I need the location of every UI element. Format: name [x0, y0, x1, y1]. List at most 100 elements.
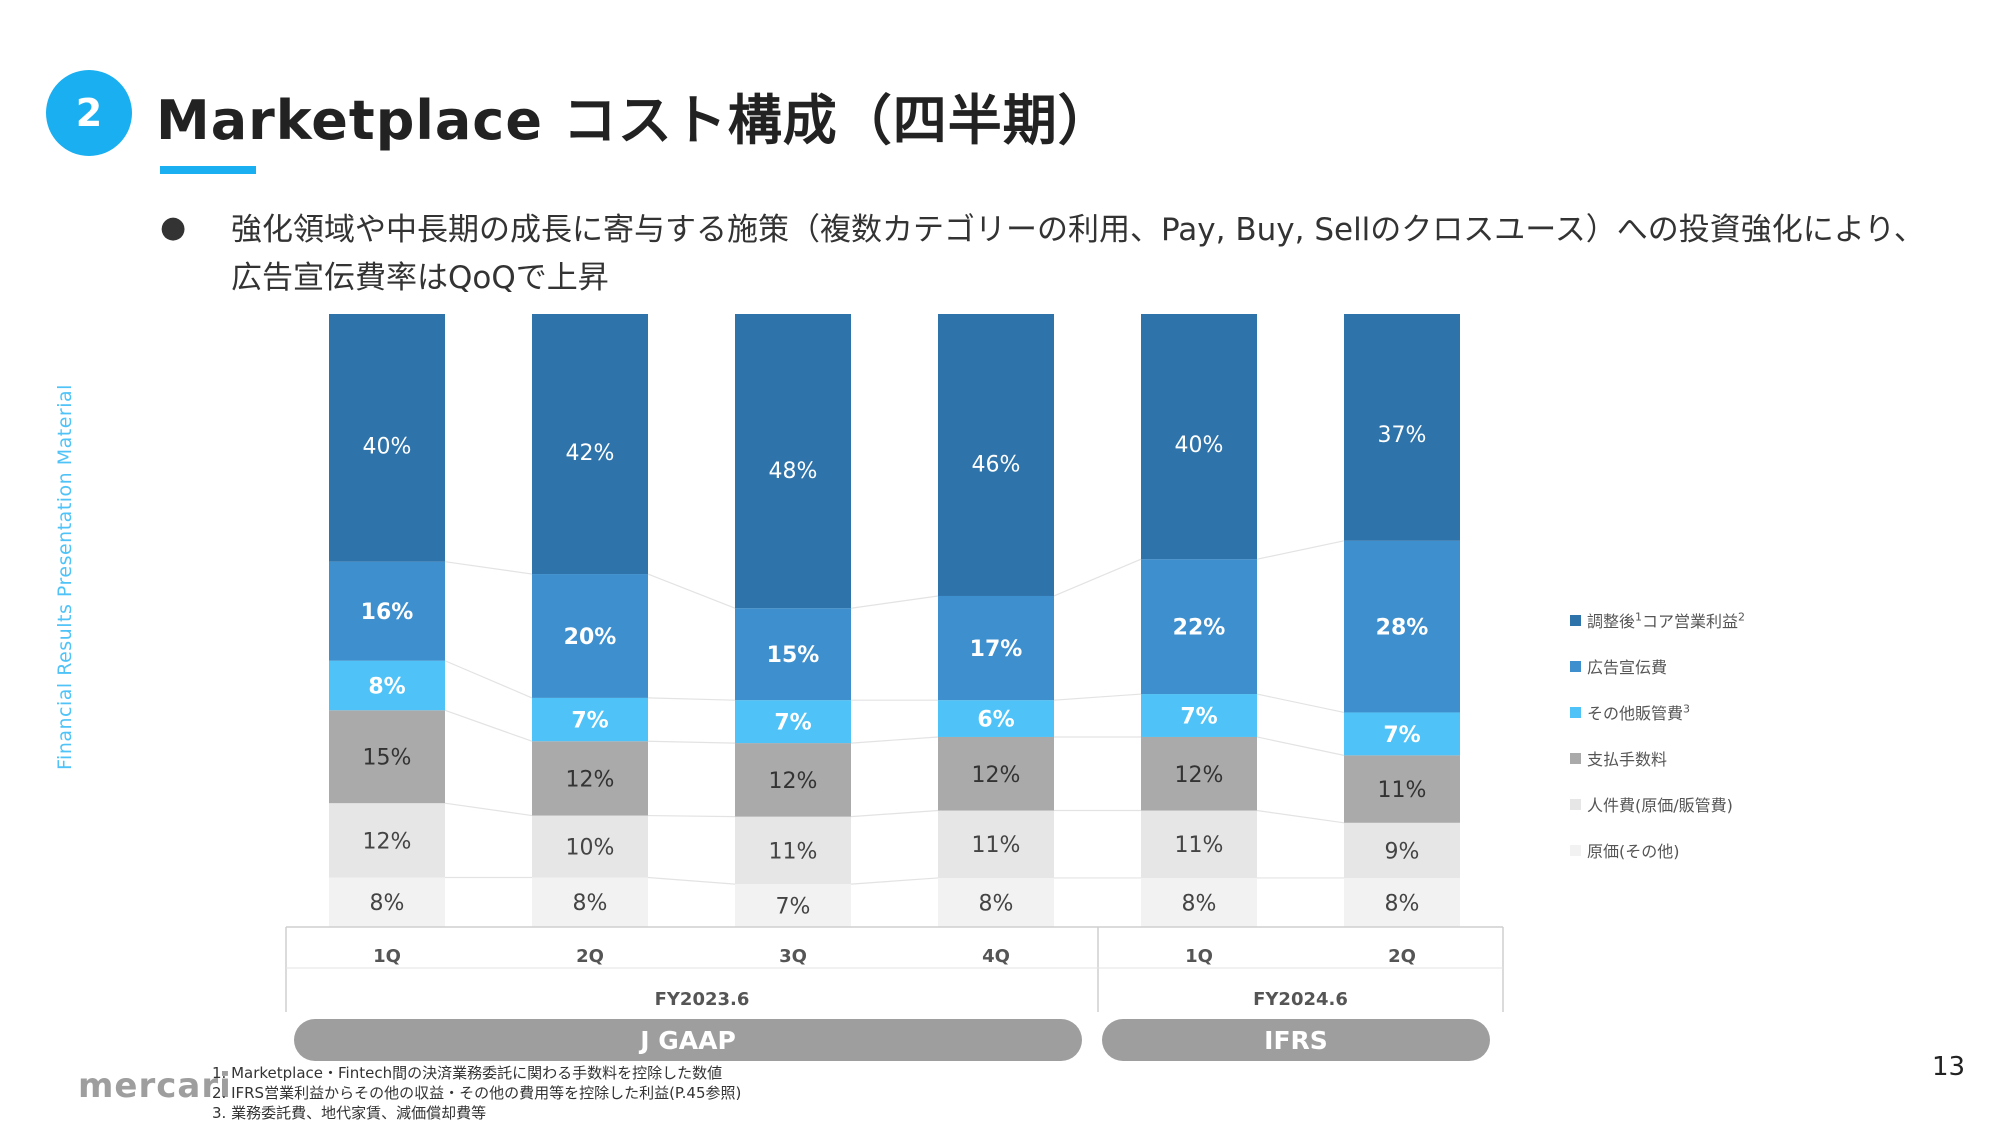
bar-segment [329, 561, 445, 661]
data-label: 11% [972, 833, 1021, 858]
data-label: 7% [774, 711, 811, 736]
legend-label-text: 人件費(原価/販管費) [1587, 796, 1733, 815]
legend-item: 広告宣伝費 [1570, 643, 1990, 689]
data-label: 7% [571, 709, 608, 734]
bar-segment [1344, 712, 1460, 756]
bar-segment [532, 314, 648, 575]
data-label: 6% [977, 708, 1014, 733]
bar-segment [938, 595, 1054, 701]
data-label: 8% [573, 891, 608, 916]
data-label: 22% [1173, 616, 1226, 641]
chart-legend: 調整後1コア営業利益2 広告宣伝費その他販管費3 支払手数料人件費(原価/販管費) 原… [1570, 597, 1990, 873]
bar-segment [329, 877, 445, 927]
bar-segment [1141, 559, 1257, 695]
legend-item: 人件費(原価/販管費) [1570, 781, 1990, 827]
connector-line [444, 660, 533, 699]
legend-label-text: 原価(その他) [1587, 842, 1680, 861]
bar-segment [938, 736, 1054, 811]
bar-segment [329, 710, 445, 804]
bar-segment [1344, 877, 1460, 927]
connector-line [850, 595, 939, 609]
x-tick-label: 4Q [982, 946, 1010, 967]
x-tick-label: 1Q [373, 946, 401, 967]
bar-segment [938, 877, 1054, 927]
connector-line [1256, 809, 1345, 824]
footnote-1: 1. Marketplace・Fintech間の決済業務委託に関わる手数料を控除… [212, 1064, 723, 1082]
bar-segment [735, 608, 851, 701]
legend-label-text: 支払手数料 [1587, 750, 1668, 769]
connector-line [1256, 540, 1345, 560]
footnote-2: 2. IFRS営業利益からその他の収益・その他の費用等を控除した利益(P.45参… [212, 1084, 742, 1102]
connector-line [850, 736, 939, 744]
data-label: 11% [1175, 833, 1224, 858]
connector-line [647, 740, 736, 744]
footnote-3: 3. 業務委託費、地代家賃、減価償却費等 [212, 1104, 487, 1122]
legend-label-text: コア営業利益 [1642, 612, 1739, 631]
legend-footnote-ref: 2 [1738, 610, 1746, 624]
bar-segment [735, 816, 851, 885]
legend-item: その他販管費3 [1570, 689, 1990, 735]
data-label: 40% [363, 434, 412, 459]
connector-line [850, 809, 939, 818]
data-label: 7% [1180, 705, 1217, 730]
legend-label-text: 広告宣伝費 [1587, 658, 1668, 677]
x-tick-label: 1Q [1185, 946, 1213, 967]
data-label: 9% [1385, 839, 1420, 864]
legend-label-text: その他販管費 [1587, 704, 1684, 723]
legend-swatch [1570, 706, 1581, 718]
connector-line [1053, 693, 1142, 701]
data-label: 8% [368, 675, 405, 700]
bar-segment [329, 660, 445, 711]
legend-footnote-ref: 1 [1635, 610, 1643, 624]
bar-segment [532, 741, 648, 816]
legend-label: 人件費(原価/販管費) [1587, 792, 1733, 816]
legend-label: 調整後1コア営業利益2 [1587, 608, 1745, 632]
legend-label: 支払手数料 [1587, 746, 1667, 770]
bar-segment [1344, 540, 1460, 713]
data-label: 7% [1383, 723, 1420, 748]
bar-segment [532, 697, 648, 742]
data-label: 15% [363, 746, 412, 771]
bar-segment [532, 877, 648, 927]
x-tick-label: 2Q [576, 946, 604, 967]
data-label: 8% [1385, 891, 1420, 916]
legend-item: 調整後1コア営業利益2 [1570, 597, 1990, 643]
connector-line [444, 709, 533, 742]
data-label: 12% [566, 767, 615, 792]
data-label: 12% [972, 763, 1021, 788]
bullet-marker: ● [160, 210, 187, 245]
connector-line [647, 876, 736, 885]
group-label: FY2024.6 [1253, 989, 1348, 1010]
section-number-badge: 2 [46, 70, 132, 156]
legend-swatch [1570, 660, 1581, 672]
jgaap-group-pill: J GAAP [294, 1019, 1082, 1061]
page-number: 13 [1932, 1052, 1966, 1082]
legend-swatch [1570, 844, 1581, 856]
connector-line [1256, 693, 1345, 714]
data-label: 12% [1175, 763, 1224, 788]
bar-segment [938, 810, 1054, 878]
legend-footnote-ref: 3 [1683, 702, 1691, 716]
legend-swatch [1570, 752, 1581, 764]
x-tick-label: 2Q [1388, 946, 1416, 967]
connector-line [444, 561, 533, 575]
page-title: Marketplace コスト構成（四半期） [156, 89, 1113, 152]
connector-line [444, 802, 533, 817]
legend-label: 原価(その他) [1587, 838, 1680, 862]
bar-segment [1141, 810, 1257, 878]
bar-segment [735, 743, 851, 817]
legend-swatch [1570, 614, 1581, 626]
legend-item: 支払手数料 [1570, 735, 1990, 781]
data-label: 40% [1175, 433, 1224, 458]
data-label: 46% [972, 452, 1021, 477]
connector-line [1256, 736, 1345, 756]
connector-line [647, 697, 736, 701]
data-label: 7% [776, 895, 811, 920]
section-number: 2 [75, 91, 103, 135]
data-label: 11% [769, 839, 818, 864]
bar-segment [938, 314, 1054, 596]
bar-segment [532, 815, 648, 878]
legend-item: 原価(その他) [1570, 827, 1990, 873]
bar-segment [735, 700, 851, 744]
footnotes: 1. Marketplace・Fintech間の決済業務委託に関わる手数料を控除… [212, 1063, 741, 1123]
